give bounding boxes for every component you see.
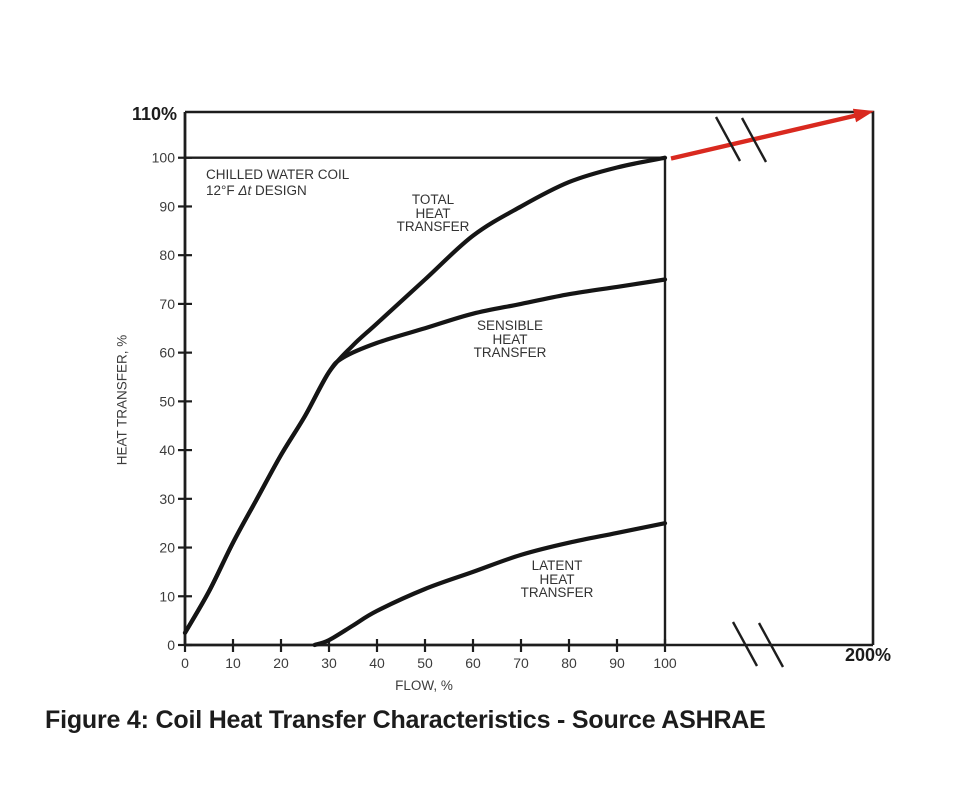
coil-design-note-line1: CHILLED WATER COIL bbox=[206, 167, 350, 182]
curve-sensible bbox=[182, 277, 668, 635]
x-tick-label: 30 bbox=[321, 655, 337, 671]
x-tick-label: 80 bbox=[561, 655, 577, 671]
y-tick-label: 20 bbox=[159, 540, 175, 556]
x-tick-label: 40 bbox=[369, 655, 385, 671]
axis-break-mark bbox=[757, 622, 785, 668]
y-tick-label: 90 bbox=[159, 198, 175, 214]
x-tick-label: 50 bbox=[417, 655, 433, 671]
latent-heat-transfer-label: LATENT HEAT TRANSFER bbox=[520, 558, 594, 600]
x-tick-label: 0 bbox=[181, 655, 189, 671]
x-tick-label: 100 bbox=[653, 655, 677, 671]
figure-caption-text: Coil Heat Transfer Characteristics - Sou… bbox=[148, 706, 766, 734]
y-axis-title: HEAT TRANSFER, % bbox=[114, 334, 130, 466]
x-axis-extension-label: 200% bbox=[845, 645, 892, 665]
outer-frame bbox=[185, 110, 875, 645]
x-tick-label: 90 bbox=[609, 655, 625, 671]
y-tick-label: 60 bbox=[159, 345, 175, 361]
sensible-heat-transfer-label: SENSIBLE HEAT TRANSFER bbox=[473, 318, 547, 360]
axis-break-mark bbox=[731, 621, 759, 667]
y-tick-label: 30 bbox=[159, 491, 175, 507]
y-tick-label: 80 bbox=[159, 247, 175, 263]
x-tick-label: 60 bbox=[465, 655, 481, 671]
total-heat-transfer-label: TOTAL HEAT TRANSFER bbox=[396, 192, 470, 234]
y-tick-label: 70 bbox=[159, 296, 175, 312]
delta-t-symbol: Δt bbox=[238, 182, 252, 198]
y-tick-label: 0 bbox=[167, 637, 175, 653]
curve-latent bbox=[312, 521, 668, 648]
y-tick-label: 40 bbox=[159, 442, 175, 458]
x-tick-label: 10 bbox=[225, 655, 241, 671]
coil-design-note: CHILLED WATER COIL 12°F Δt DESIGN bbox=[206, 167, 349, 198]
y-tick-label: 100 bbox=[152, 150, 176, 166]
overflow-trend-arrowhead bbox=[852, 108, 874, 123]
coil-design-note-line2: 12°F Δt DESIGN bbox=[206, 182, 307, 198]
x-tick-label: 20 bbox=[273, 655, 289, 671]
figure-caption: Figure 4: Coil Heat Transfer Characteris… bbox=[45, 706, 766, 735]
y-tick-label: 10 bbox=[159, 588, 175, 604]
axis-break-mark bbox=[740, 117, 768, 163]
x-axis-title: FLOW, % bbox=[395, 678, 453, 693]
y-tick-label: 50 bbox=[159, 393, 175, 409]
axis-break-mark bbox=[714, 116, 742, 162]
y-axis-top-label: 110% bbox=[131, 104, 177, 124]
x-tick-label: 70 bbox=[513, 655, 529, 671]
figure-caption-number: Figure 4: bbox=[45, 706, 149, 734]
overflow-trend-arrow bbox=[670, 112, 859, 161]
